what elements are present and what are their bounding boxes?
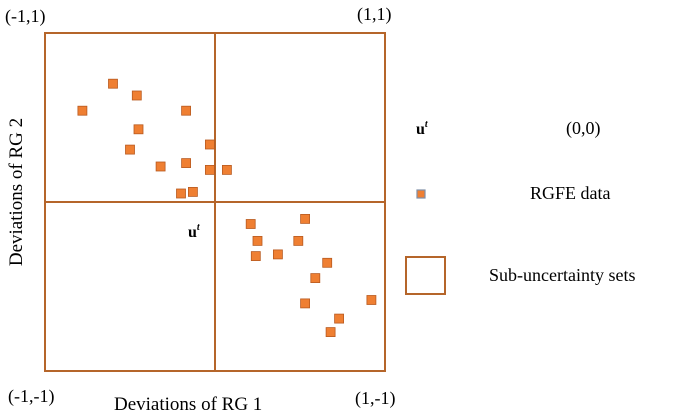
legend-label-origin: (0,0) xyxy=(566,118,601,139)
center-marker-label: ut xyxy=(188,222,201,241)
corner-label-bottom-right: (1,-1) xyxy=(355,388,395,409)
data-point-16 xyxy=(252,235,263,246)
legend-label-subsets: Sub-uncertainty sets xyxy=(489,265,635,285)
data-point-5 xyxy=(133,124,144,135)
data-point-19 xyxy=(272,249,283,260)
data-point-1 xyxy=(108,78,118,89)
corner-label-top-right: (1,1) xyxy=(357,4,392,25)
data-point-24 xyxy=(334,313,345,324)
data-point-8 xyxy=(181,158,192,169)
data-point-2 xyxy=(131,90,142,101)
data-point-22 xyxy=(300,298,311,309)
data-point-9 xyxy=(155,161,166,172)
y-axis-label: Deviations of RG 2 xyxy=(6,118,27,266)
data-point-7 xyxy=(125,144,135,155)
legend-box-subsets xyxy=(405,256,446,295)
data-point-10 xyxy=(204,164,215,175)
legend: ut (0,0) RGFE data Sub-uncertainty sets xyxy=(405,118,635,295)
data-point-6 xyxy=(204,139,215,150)
corner-label-bottom-left: (-1,-1) xyxy=(8,386,54,407)
data-point-14 xyxy=(245,219,256,229)
legend-symbol-ut: ut xyxy=(416,119,429,138)
data-point-12 xyxy=(187,186,198,197)
data-point-21 xyxy=(310,273,321,284)
corner-label-top-left: (-1,1) xyxy=(5,6,45,27)
data-point-4 xyxy=(181,105,192,116)
data-point-13 xyxy=(176,188,186,199)
data-point-23 xyxy=(366,295,377,305)
data-point-15 xyxy=(300,213,311,224)
data-point-25 xyxy=(325,327,336,338)
data-point-18 xyxy=(250,251,261,262)
legend-label-rgfe: RGFE data xyxy=(530,183,611,203)
legend-marker-rgfe xyxy=(416,189,426,199)
x-axis-label: Deviations of RG 1 xyxy=(114,394,262,413)
data-point-3 xyxy=(77,105,88,116)
data-point-11 xyxy=(221,164,232,175)
data-points xyxy=(77,78,377,338)
data-point-20 xyxy=(322,257,333,268)
data-point-17 xyxy=(293,235,304,246)
